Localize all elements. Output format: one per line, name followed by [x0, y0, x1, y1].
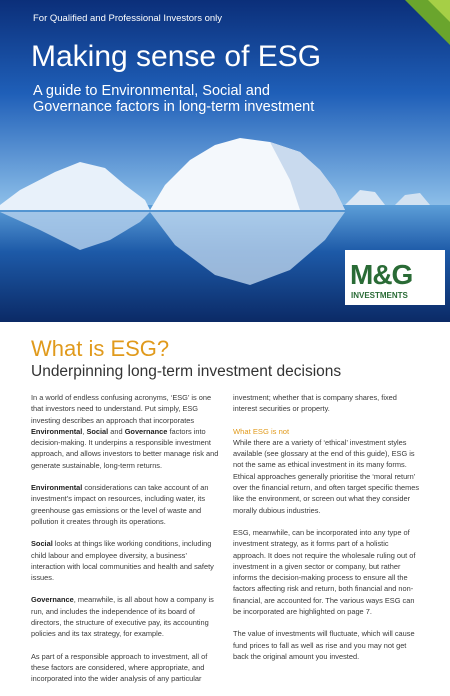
text-run: considerations can take account of an in… [31, 483, 209, 526]
paragraph: As part of a responsible approach to inv… [31, 651, 219, 685]
paragraph: Social looks at things like working cond… [31, 538, 219, 583]
cover-image: M&G INVESTMENTS [0, 0, 450, 322]
bold-term: Governance [124, 426, 168, 436]
text-run: While there are a variety of ‘ethical’ i… [233, 437, 420, 515]
text-run: In a world of endless confusing acronyms… [31, 393, 212, 425]
paragraph: In a world of endless confusing acronyms… [31, 392, 219, 471]
text-run: looks at things like working conditions,… [31, 539, 214, 583]
text-run: The value of investments will fluctuate,… [233, 629, 415, 661]
logo-tagline: INVESTMENTS [351, 291, 409, 300]
bold-term: Social [86, 426, 109, 436]
paragraph: ESG, meanwhile, can be incorporated into… [233, 527, 421, 617]
text-run: factors into decision-making. It underpi… [31, 426, 219, 470]
text-run: As part of a responsible approach to inv… [31, 651, 208, 684]
audience-note: For Qualified and Professional Investors… [33, 13, 223, 24]
paragraph: Environmental considerations can take ac… [31, 482, 219, 527]
bold-term: Environmental [31, 426, 83, 436]
bold-term: Social [31, 539, 53, 549]
left-column: In a world of endless confusing acronyms… [31, 392, 219, 696]
paragraph: investment; whether that is company shar… [233, 392, 421, 415]
subtitle: A guide to Environmental, Social and Gov… [33, 83, 315, 115]
right-column: investment; whether that is company shar… [233, 392, 421, 673]
paragraph: While there are a variety of ‘ethical’ i… [233, 437, 421, 516]
bold-term: Environmental [31, 483, 83, 493]
section-subheading: Underpinning long-term investment decisi… [31, 363, 342, 380]
section-heading: What is ESG? [31, 336, 170, 361]
text-run: and [108, 426, 125, 436]
text-run: , meanwhile, is all about how a company … [31, 595, 214, 639]
column-heading: What ESG is not [233, 426, 290, 436]
logo-brand: M&G [350, 259, 413, 290]
bold-term: Governance [31, 595, 74, 605]
title: Making sense of ESG [31, 40, 322, 73]
text-run: investment; whether that is company shar… [233, 393, 397, 414]
paragraph: Governance, meanwhile, is all about how … [31, 594, 219, 639]
paragraph: The value of investments will fluctuate,… [233, 628, 421, 662]
text-run: , [82, 426, 87, 436]
text-run: ESG, meanwhile, can be incorporated into… [233, 527, 416, 617]
